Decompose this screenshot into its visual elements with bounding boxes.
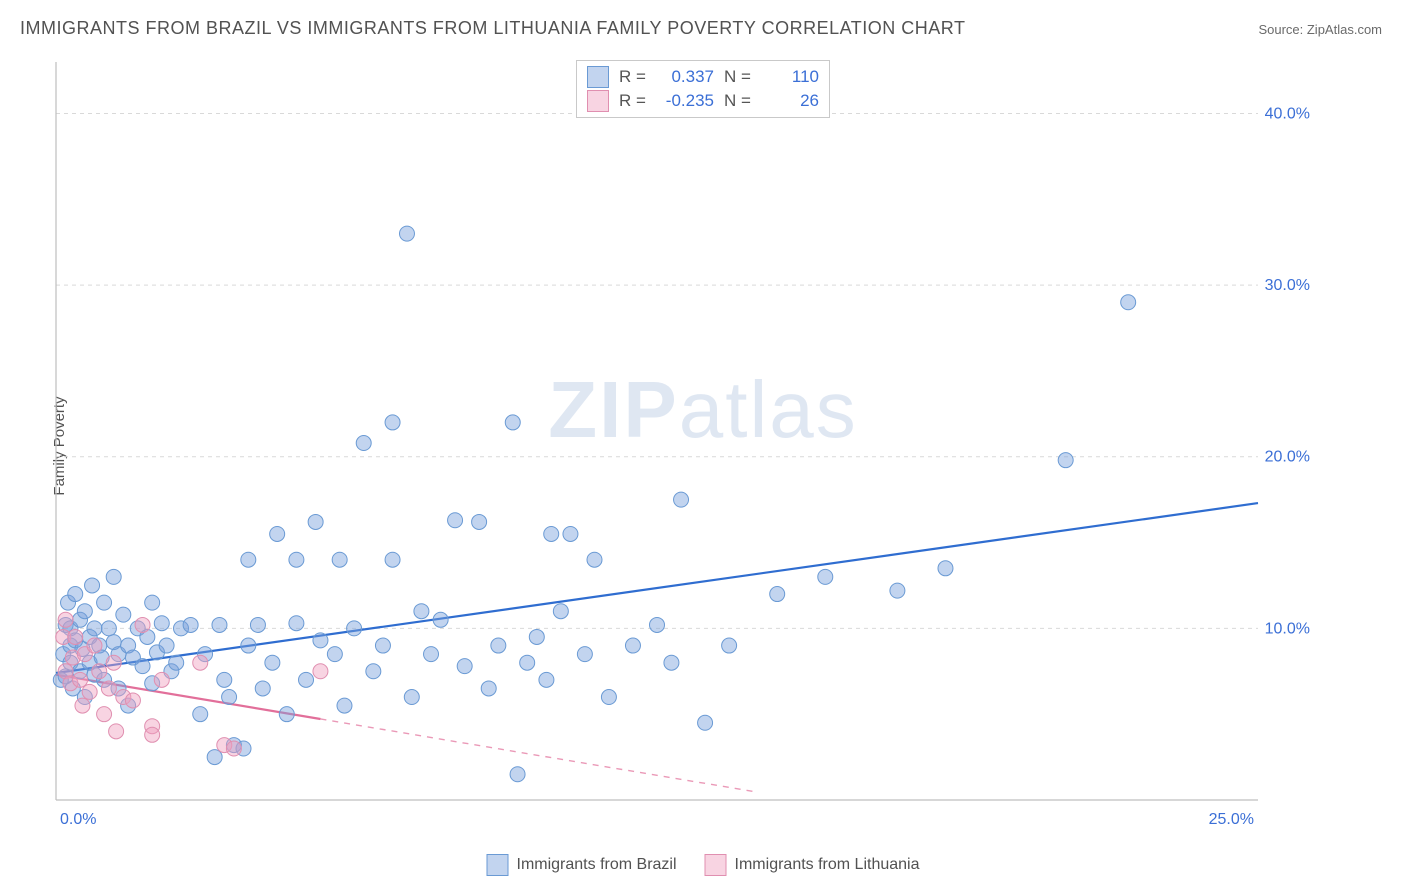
swatch-brazil — [587, 66, 609, 88]
n-value-2: 26 — [764, 89, 819, 113]
legend-item-lithuania: Immigrants from Lithuania — [705, 854, 920, 876]
svg-text:25.0%: 25.0% — [1209, 811, 1254, 828]
chart-title: IMMIGRANTS FROM BRAZIL VS IMMIGRANTS FRO… — [20, 18, 965, 39]
legend-label-brazil: Immigrants from Brazil — [517, 856, 677, 874]
svg-text:20.0%: 20.0% — [1265, 449, 1310, 466]
stats-row-2: R = -0.235 N = 26 — [587, 89, 819, 113]
source-label: Source: ZipAtlas.com — [1258, 22, 1382, 37]
r-value-1: 0.337 — [659, 65, 714, 89]
stats-row-1: R = 0.337 N = 110 — [587, 65, 819, 89]
r-value-2: -0.235 — [659, 89, 714, 113]
legend-item-brazil: Immigrants from Brazil — [487, 854, 677, 876]
stats-legend: R = 0.337 N = 110 R = -0.235 N = 26 — [576, 60, 830, 118]
swatch-lithuania-2 — [705, 854, 727, 876]
n-value-1: 110 — [764, 65, 819, 89]
svg-text:30.0%: 30.0% — [1265, 277, 1310, 294]
svg-text:40.0%: 40.0% — [1265, 105, 1310, 122]
swatch-brazil-2 — [487, 854, 509, 876]
svg-text:0.0%: 0.0% — [60, 811, 96, 828]
n-label-2: N = — [724, 89, 754, 113]
svg-text:10.0%: 10.0% — [1265, 620, 1310, 637]
n-label: N = — [724, 65, 754, 89]
legend-label-lithuania: Immigrants from Lithuania — [735, 856, 920, 874]
scatter-plot: 10.0% 20.0% 30.0% 40.0% 0.0% 25.0% — [48, 56, 1318, 836]
swatch-lithuania — [587, 90, 609, 112]
r-label: R = — [619, 65, 649, 89]
r-label-2: R = — [619, 89, 649, 113]
bottom-legend: Immigrants from Brazil Immigrants from L… — [487, 854, 920, 876]
